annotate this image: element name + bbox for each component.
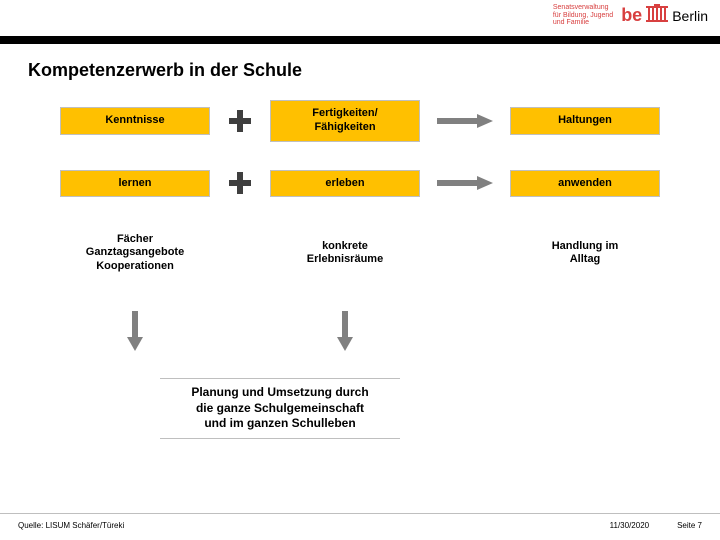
footer-rule — [0, 513, 720, 514]
arrow-right-icon — [437, 114, 493, 128]
footer-page: Seite 7 — [677, 521, 702, 530]
footer-source: Quelle: LISUM Schäfer/Türeki — [18, 521, 124, 530]
berlin-logo: be Berlin — [621, 4, 708, 27]
diagram-cell-middle-2: konkreteErlebnisräume — [270, 234, 420, 274]
header-logo-area: Senatsverwaltung für Bildung, Jugend und… — [553, 4, 708, 27]
ministry-line2: für Bildung, Jugend — [553, 12, 613, 20]
planning-text: Planung und Umsetzung durchdie ganze Sch… — [191, 385, 368, 430]
footer-meta: 11/30/2020 Seite 7 — [610, 521, 702, 530]
diagram-connector2-0 — [430, 114, 500, 128]
arrow-down-icon — [127, 311, 143, 351]
down-cell-c1 — [220, 311, 260, 351]
diagram-cell-left-0: Kenntnisse — [60, 107, 210, 135]
diagram-connector2-1 — [430, 176, 500, 190]
ministry-text: Senatsverwaltung für Bildung, Jugend und… — [553, 4, 613, 27]
diagram-cell-middle-0: Fertigkeiten/Fähigkeiten — [270, 100, 420, 142]
header-black-band — [0, 36, 720, 44]
diagram-row-1: lernen erleben anwenden — [60, 170, 660, 198]
brandenburg-gate-icon — [646, 4, 668, 27]
plus-icon — [229, 172, 251, 194]
berlin-name-text: Berlin — [672, 8, 708, 24]
diagram-cell-right-2: Handlung imAlltag — [510, 234, 660, 274]
down-cell-left — [60, 311, 210, 351]
arrow-right-icon — [437, 176, 493, 190]
diagram-row-0: Kenntnisse Fertigkeiten/Fähigkeiten Haltun… — [60, 100, 660, 142]
down-cell-c2 — [430, 311, 500, 351]
diagram-cell-right-0: Haltungen — [510, 107, 660, 135]
ministry-line1: Senatsverwaltung — [553, 4, 613, 12]
diagram-cell-left-1: lernen — [60, 170, 210, 198]
diagram-cell-middle-1: erleben — [270, 170, 420, 198]
diagram-row-2: FächerGanztagsangeboteKooperationen konkr… — [60, 225, 660, 281]
berlin-be-text: be — [621, 5, 642, 26]
diagram-cell-left-2: FächerGanztagsangeboteKooperationen — [60, 227, 210, 280]
page-title: Kompetenzerwerb in der Schule — [28, 60, 302, 81]
plus-icon — [229, 110, 251, 132]
down-cell-right — [510, 311, 660, 351]
page-root: Senatsverwaltung für Bildung, Jugend und… — [0, 0, 720, 540]
down-cell-middle — [270, 311, 420, 351]
arrow-down-icon — [337, 311, 353, 351]
diagram-down-arrows — [60, 311, 660, 351]
diagram-cell-right-1: anwenden — [510, 170, 660, 198]
ministry-line3: und Familie — [553, 19, 613, 27]
diagram-connector1-0 — [220, 110, 260, 132]
footer-date: 11/30/2020 — [610, 521, 649, 530]
planning-summary-box: Planung und Umsetzung durchdie ganze Sch… — [160, 378, 400, 439]
competence-diagram: Kenntnisse Fertigkeiten/Fähigkeiten Haltun… — [60, 100, 660, 359]
diagram-connector1-1 — [220, 172, 260, 194]
